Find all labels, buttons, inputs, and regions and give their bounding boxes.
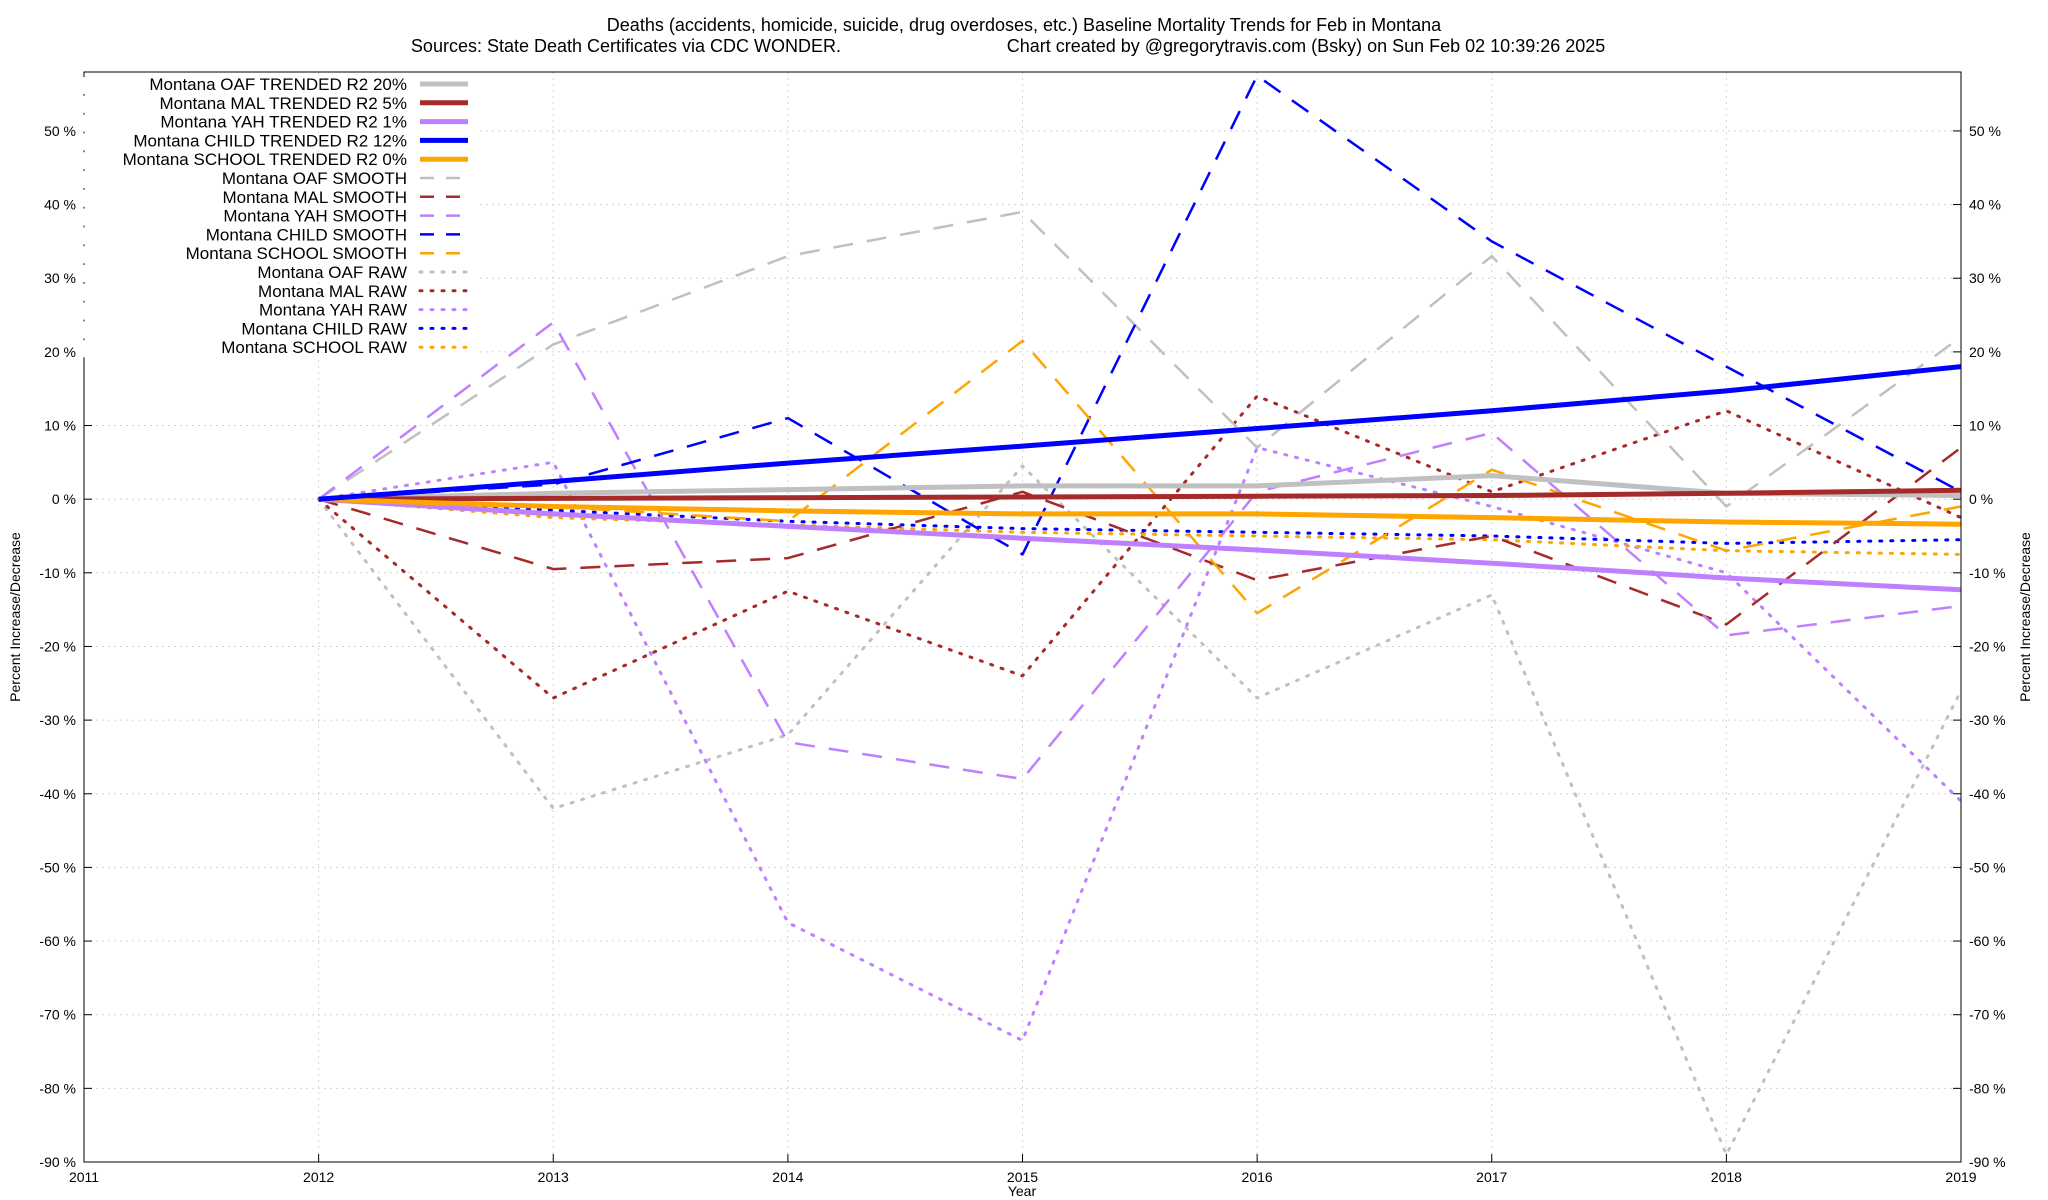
legend: Montana OAF TRENDED R2 20%Montana MAL TR… <box>78 75 478 358</box>
y-tick-label: -90 % <box>39 1154 76 1170</box>
x-tick-label: 2013 <box>538 1169 569 1185</box>
y-tick-label-right: 20 % <box>1969 344 2001 360</box>
y-tick-label: -30 % <box>39 712 76 728</box>
x-tick-label: 2012 <box>303 1169 334 1185</box>
legend-label: Montana OAF SMOOTH <box>222 169 407 188</box>
y-tick-label-right: 50 % <box>1969 123 2001 139</box>
x-tick-label: 2011 <box>69 1169 99 1185</box>
y-tick-label-right: 40 % <box>1969 197 2001 213</box>
series-line-12 <box>317 446 1961 1042</box>
legend-label: Montana OAF TRENDED R2 20% <box>149 75 407 94</box>
series-line-2 <box>318 496 1961 593</box>
legend-label: Montana CHILD SMOOTH <box>206 225 407 244</box>
legend-label: Montana MAL RAW <box>258 282 407 301</box>
y-tick-label: -70 % <box>39 1007 76 1023</box>
series-line-14 <box>317 497 1961 556</box>
tick-group: 50 % 50 % 40 % 40 % 30 % 30 % 20 % 20 % 10 % 10 %… <box>39 123 2005 1185</box>
series-line-0 <box>318 473 1961 502</box>
y-axis-label-left: Percent Increase/Decrease <box>7 532 23 702</box>
legend-bg <box>78 77 478 94</box>
x-tick-label: 2016 <box>1242 1169 1273 1185</box>
y-tick-label-right: 0 % <box>1969 491 1993 507</box>
y-tick-label: 10 % <box>44 418 76 434</box>
series-line-5 <box>317 210 1961 508</box>
y-tick-label: 50 % <box>44 123 76 139</box>
legend-label: Montana OAF RAW <box>257 263 407 282</box>
y-tick-label: 30 % <box>44 270 76 286</box>
legend-bg <box>78 189 478 207</box>
y-tick-label-right: -70 % <box>1969 1007 2006 1023</box>
legend-bg <box>78 95 478 113</box>
legend-label: Montana MAL TRENDED R2 5% <box>159 94 407 113</box>
y-tick-label: -10 % <box>39 565 76 581</box>
y-tick-label-right: 30 % <box>1969 270 2001 286</box>
legend-bg <box>78 227 478 245</box>
legend-label: Montana YAH SMOOTH <box>223 207 407 226</box>
series-line-1 <box>318 487 1961 502</box>
legend-bg <box>78 321 478 339</box>
x-tick-label: 2017 <box>1476 1169 1507 1185</box>
legend-label: Montana SCHOOL RAW <box>221 338 407 357</box>
legend-bg <box>78 302 478 320</box>
y-tick-label-right: -50 % <box>1969 859 2006 875</box>
x-tick-label: 2018 <box>1711 1169 1742 1185</box>
y-tick-label-right: -40 % <box>1969 786 2006 802</box>
legend-bg <box>78 246 478 264</box>
chart-title: Deaths (accidents, homicide, suicide, dr… <box>607 15 1442 35</box>
x-tick-label: 2014 <box>772 1169 803 1185</box>
y-tick-label-right: -80 % <box>1969 1080 2006 1096</box>
y-tick-label: -60 % <box>39 933 76 949</box>
series-group <box>317 74 1961 1157</box>
chart-subtitle-credit: Chart created by @gregorytravis.com (Bsk… <box>1007 36 1606 56</box>
legend-label: Montana CHILD TRENDED R2 12% <box>133 131 407 150</box>
y-tick-label-right: -90 % <box>1969 1154 2006 1170</box>
legend-bg <box>78 133 478 151</box>
series-line-4 <box>318 496 1961 527</box>
legend-label: Montana SCHOOL TRENDED R2 0% <box>123 150 407 169</box>
y-tick-label-right: -60 % <box>1969 933 2006 949</box>
series-line-10 <box>317 464 1961 1157</box>
y-tick-label: -80 % <box>39 1080 76 1096</box>
legend-label: Montana YAH RAW <box>259 301 407 320</box>
y-tick-label: -20 % <box>39 638 76 654</box>
legend-bg <box>78 114 478 132</box>
legend-label: Montana MAL SMOOTH <box>222 188 407 207</box>
y-tick-label: 40 % <box>44 197 76 213</box>
legend-bg <box>78 265 478 282</box>
legend-bg <box>78 208 478 226</box>
y-tick-label-right: -20 % <box>1969 638 2006 654</box>
y-tick-label-right: -30 % <box>1969 712 2006 728</box>
series-line-3 <box>318 364 1961 502</box>
legend-bg <box>78 340 478 358</box>
y-tick-label: 0 % <box>52 491 76 507</box>
series-line-7 <box>317 321 1961 781</box>
legend-bg <box>78 152 478 170</box>
series-line-6 <box>318 446 1961 626</box>
chart-subtitle-source: Sources: State Death Certificates via CD… <box>411 36 841 56</box>
x-axis-label: Year <box>1008 1183 1037 1199</box>
y-tick-label: -40 % <box>39 786 76 802</box>
legend-bg <box>78 171 478 188</box>
series-line-13 <box>317 497 1961 545</box>
legend-bg <box>78 283 478 301</box>
y-tick-label-right: 10 % <box>1969 418 2001 434</box>
y-tick-label: 20 % <box>44 344 76 360</box>
legend-label: Montana SCHOOL SMOOTH <box>186 244 407 263</box>
y-tick-label-right: -10 % <box>1969 565 2006 581</box>
x-tick-label: 2015 <box>1007 1169 1038 1185</box>
y-axis-label-right: Percent Increase/Decrease <box>2017 532 2033 702</box>
y-tick-label: -50 % <box>39 859 76 875</box>
legend-label: Montana YAH TRENDED R2 1% <box>160 113 407 132</box>
x-tick-label: 2019 <box>1945 1169 1976 1185</box>
series-line-11 <box>317 394 1961 700</box>
legend-label: Montana CHILD RAW <box>241 319 407 338</box>
series-line-8 <box>318 74 1961 556</box>
